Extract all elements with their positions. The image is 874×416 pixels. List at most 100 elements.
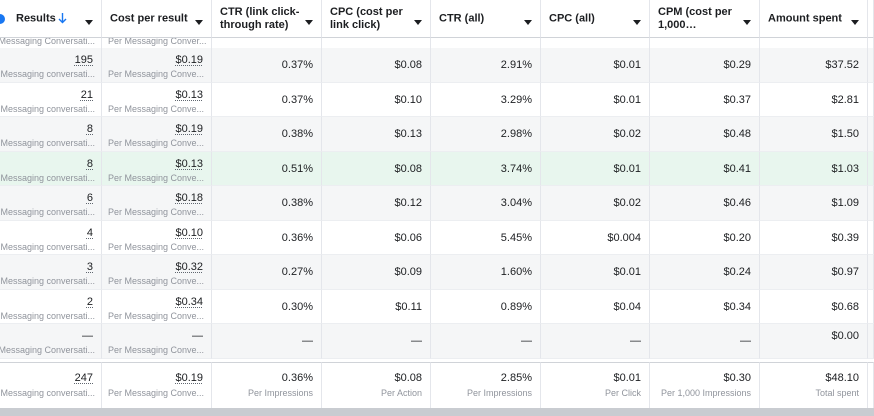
cell-value[interactable]: 8 [86,157,93,170]
column-header[interactable]: Results [0,0,102,38]
cell-value: $0.13 [394,128,422,140]
total-value: $0.30 [723,371,751,384]
column-header[interactable]: CPC (cost per link click) [322,0,431,38]
cell-value: $0.12 [394,197,422,209]
partial-row-cell [322,38,431,48]
cell-value[interactable]: $0.32 [175,261,203,273]
table-cell: 0.36% [212,220,322,255]
table-cell: 1.60% [431,255,541,290]
table-cell: $0.46 [650,186,760,221]
caret-wrap [851,16,859,28]
column-title: Cost per result [110,12,188,24]
cell-value[interactable]: — [82,330,93,342]
total-cell: $0.01 Per Click [541,361,650,408]
column-header[interactable]: CTR (link click-through rate) [212,0,322,38]
cell-value[interactable]: $0.19 [175,54,203,66]
table-cell: — Per Messaging Conve... [102,324,212,359]
cell-subtitle: Per Messaging Conve... [108,138,205,148]
cell-value[interactable]: 8 [86,123,93,135]
table-cell: $0.01 [541,151,650,186]
total-value[interactable]: 247 [74,371,93,384]
table-cell: $0.004 [541,220,650,255]
cell-value[interactable]: 4 [86,226,93,239]
total-cell: 0.36% Per Impressions [212,361,322,408]
cell-value[interactable]: 21 [80,88,93,101]
column-title: CPC (all) [549,12,595,24]
column-title: CTR (all) [439,12,485,24]
cell-value: — [740,335,751,347]
table-cell: 2 Messaging conversati... [0,289,102,324]
cell-value: 2.91% [500,59,532,71]
column-header[interactable]: CPC (all) [541,0,650,38]
total-cell: $0.08 Per Action [322,361,431,408]
table-cell: $0.10 Per Messaging Conve... [102,220,212,255]
cell-value[interactable]: 195 [74,54,93,66]
column-title: Results [16,12,56,24]
cell-value[interactable]: 3 [86,261,93,273]
partial-row-cell: Per Messaging Conver... [102,38,212,48]
column-header[interactable]: Amount spent [760,0,868,38]
total-cell: 2.85% Per Impressions [431,361,541,408]
table-cell: $0.13 [322,117,431,152]
table-cell: $0.01 [541,48,650,83]
table-cell: $1.50 [760,117,868,152]
cell-subtitle: Messaging conversati... [0,310,95,321]
table-cell: 0.27% [212,255,322,290]
dropdown-caret [414,20,422,25]
cell-value: — [411,335,422,347]
table-cell: $1.03 [760,151,868,186]
total-subtitle: Per Click [604,387,641,398]
table-cell: $0.02 [541,186,650,221]
cell-value[interactable]: $0.13 [175,157,203,170]
cell-value: 1.60% [500,266,532,278]
table-cell: $2.81 [760,82,868,117]
total-cell: $0.30 Per 1,000 Impressions [650,361,760,408]
cell-value[interactable]: $0.13 [175,88,203,101]
table-cell: $0.12 [322,186,431,221]
cell-value[interactable]: $0.19 [175,123,203,135]
table-cell: 3 Messaging conversati... [0,255,102,290]
table-cell: $0.10 [322,82,431,117]
filler-cell [868,151,874,186]
cell-value: 0.38% [281,128,313,140]
total-subtitle: Per Impressions [466,387,532,398]
cell-value[interactable]: 2 [86,295,93,308]
cell-value: $1.03 [831,162,859,175]
cell-subtitle: Per Messaging Conve... [108,241,205,252]
table-cell: 0.37% [212,82,322,117]
total-value[interactable]: $0.19 [175,371,203,384]
total-subtitle: Total spent [815,387,859,398]
table-cell: 2.91% [431,48,541,83]
column-header[interactable]: CPM (cost per 1,000… [650,0,760,38]
cell-value: $0.01 [613,93,641,106]
cell-value[interactable]: 6 [86,192,93,204]
total-value: 0.36% [281,371,313,384]
cell-value: 2.98% [500,128,532,140]
filler-cell [868,220,874,255]
cell-value: $0.01 [613,266,641,278]
total-value: $0.08 [394,371,422,384]
table-cell: $0.68 [760,289,868,324]
info-icon [0,14,5,24]
cell-value[interactable]: — [192,330,203,342]
column-header[interactable]: Cost per result [102,0,212,38]
cell-value: 0.89% [500,300,532,313]
column-header[interactable]: CTR (all) [431,0,541,38]
dropdown-caret [524,20,532,25]
cell-subtitle: Messaging conversati... [0,138,95,148]
table-cell: $0.97 [760,255,868,290]
cell-subtitle: Messaging conversati... [0,172,95,183]
cell-value[interactable]: $0.34 [175,295,203,308]
cell-value[interactable]: $0.10 [175,226,203,239]
cell-value: 0.27% [281,266,313,278]
caret-wrap [305,16,313,28]
cell-subtitle: Messaging conversati... [0,103,95,114]
cell-value: $0.02 [613,128,641,140]
cell-value[interactable]: $0.18 [175,192,203,204]
table-cell: 0.51% [212,151,322,186]
dropdown-caret [85,20,93,25]
cell-value: $37.52 [825,59,859,71]
cell-value: $0.02 [613,197,641,209]
table-cell: $0.13 Per Messaging Conve... [102,82,212,117]
dropdown-caret [195,20,203,25]
